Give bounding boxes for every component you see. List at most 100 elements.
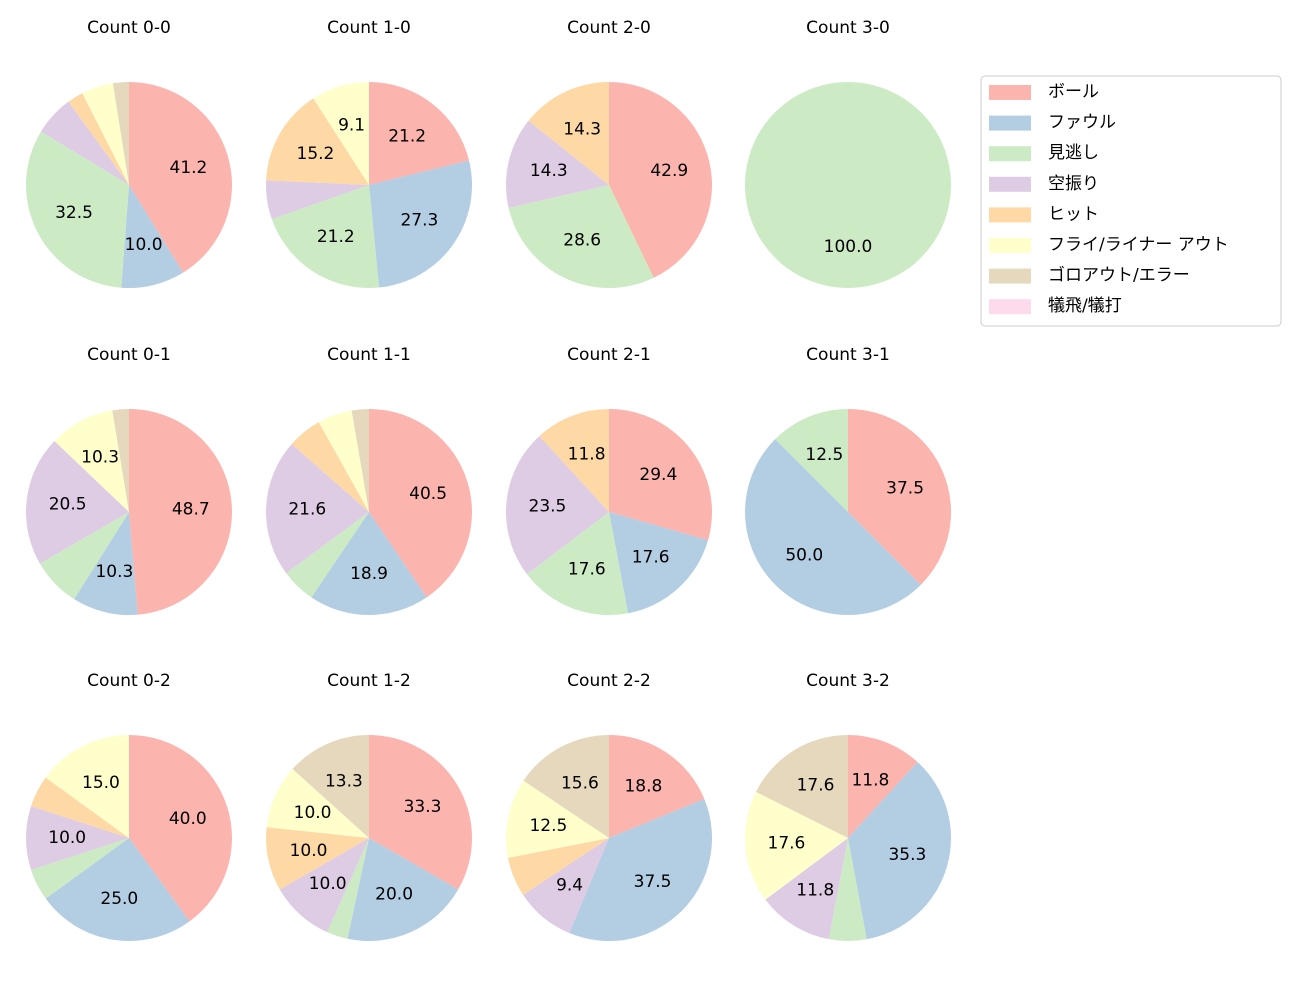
value-label: 20.5 [49,495,87,515]
pie-slice [311,512,427,615]
pie-slice [528,82,609,185]
legend-swatch [989,207,1031,223]
chart-title: Count 1-1 [327,345,411,365]
pie-slice [775,409,848,512]
legend-swatch [989,299,1031,315]
chart-title: Count 1-2 [327,671,411,691]
value-label: 42.9 [650,161,688,181]
value-label: 50.0 [785,546,823,566]
value-label: 17.6 [768,833,806,853]
pie-slice [745,439,921,615]
value-label: 17.6 [797,775,835,795]
legend-label: 空振り [1048,174,1099,194]
chart-title: Count 3-0 [806,18,890,38]
pie-slice [539,409,609,512]
value-label: 21.2 [388,126,426,146]
value-label: 41.2 [170,158,208,178]
value-label: 14.3 [563,119,601,139]
pie-slice [765,838,848,940]
legend-label: フライ/ライナー アウト [1048,235,1229,255]
pie-slice [318,410,369,512]
value-label: 29.4 [639,465,677,485]
chart-title: Count 2-2 [567,671,651,691]
chart-title: Count 0-0 [87,18,171,38]
pie-slice [74,512,138,615]
chart-title: Count 2-0 [567,18,651,38]
pie-slice [25,440,129,564]
pie-slice [569,798,712,941]
pie-slice [45,838,190,942]
pie-slice [129,82,232,273]
value-label: 37.5 [634,872,672,892]
chart-title: Count 2-1 [567,345,651,365]
pie-slice [347,838,459,941]
pie-slice [25,131,129,288]
chart-title: Count 3-2 [806,671,890,691]
pie-slice [351,409,369,512]
legend-swatch [989,268,1031,284]
pie-slice [121,185,184,288]
value-label: 10.0 [294,803,332,823]
pie-slice [745,82,951,288]
pie-slice [313,82,369,185]
pie-slice [292,735,369,838]
pie-slice [39,512,129,600]
value-label: 10.3 [95,562,133,582]
legend-label: ゴロアウト/エラー [1048,265,1190,286]
value-label: 10.0 [290,841,328,861]
legend-label: ファウル [1048,113,1116,133]
legend-swatch [989,146,1031,162]
value-label: 15.6 [561,773,599,793]
value-label: 10.0 [48,828,86,848]
pie-slice [68,93,129,185]
pie-slice [848,762,952,940]
pie-slice [508,185,654,288]
pie-slice [45,735,129,838]
pie-slice [828,838,867,941]
value-label: 17.6 [568,560,606,580]
pie-slice [266,768,369,838]
pie-slice [505,780,609,858]
value-label: 11.8 [851,770,889,790]
value-label: 23.5 [529,496,567,516]
pie-slice [279,838,369,933]
pie-slice [54,410,129,512]
pie-slice [609,512,709,614]
chart-title: Count 0-2 [87,671,171,691]
value-label: 15.2 [297,144,335,164]
value-label: 25.0 [100,889,138,909]
pie-slice [112,82,129,185]
value-label: 32.5 [55,203,93,223]
pie-slice [369,82,470,185]
value-label: 33.3 [404,797,442,817]
legend-swatch [989,238,1031,253]
value-label: 14.3 [530,161,568,181]
chart-title: Count 0-1 [87,345,171,365]
value-label: 40.5 [409,484,447,504]
pie-slice [369,409,472,598]
pie-slice [745,791,848,900]
pie-slice [506,436,609,575]
value-label: 12.5 [805,445,843,465]
legend-swatch [989,176,1031,192]
legend-box [980,75,1282,327]
value-label: 21.2 [317,227,355,247]
pie-slice [112,409,129,512]
value-label: 35.3 [888,845,926,865]
chart-title: Count 3-1 [806,345,890,365]
value-label: 28.6 [563,231,601,251]
value-label: 9.1 [338,116,365,136]
pie-slice [291,422,369,512]
value-label: 10.3 [81,447,119,467]
legend-swatch [989,115,1031,131]
pie-slice [369,160,472,288]
legend-label: 犠飛/犠打 [1048,296,1122,316]
pie-slice [41,101,129,185]
legend-swatch [989,85,1031,100]
value-label: 9.4 [556,876,583,896]
value-label: 18.8 [624,777,662,797]
pie-slice [507,838,609,895]
pie-slice [129,735,233,922]
value-label: 40.0 [169,809,207,829]
value-label: 20.0 [375,884,413,904]
